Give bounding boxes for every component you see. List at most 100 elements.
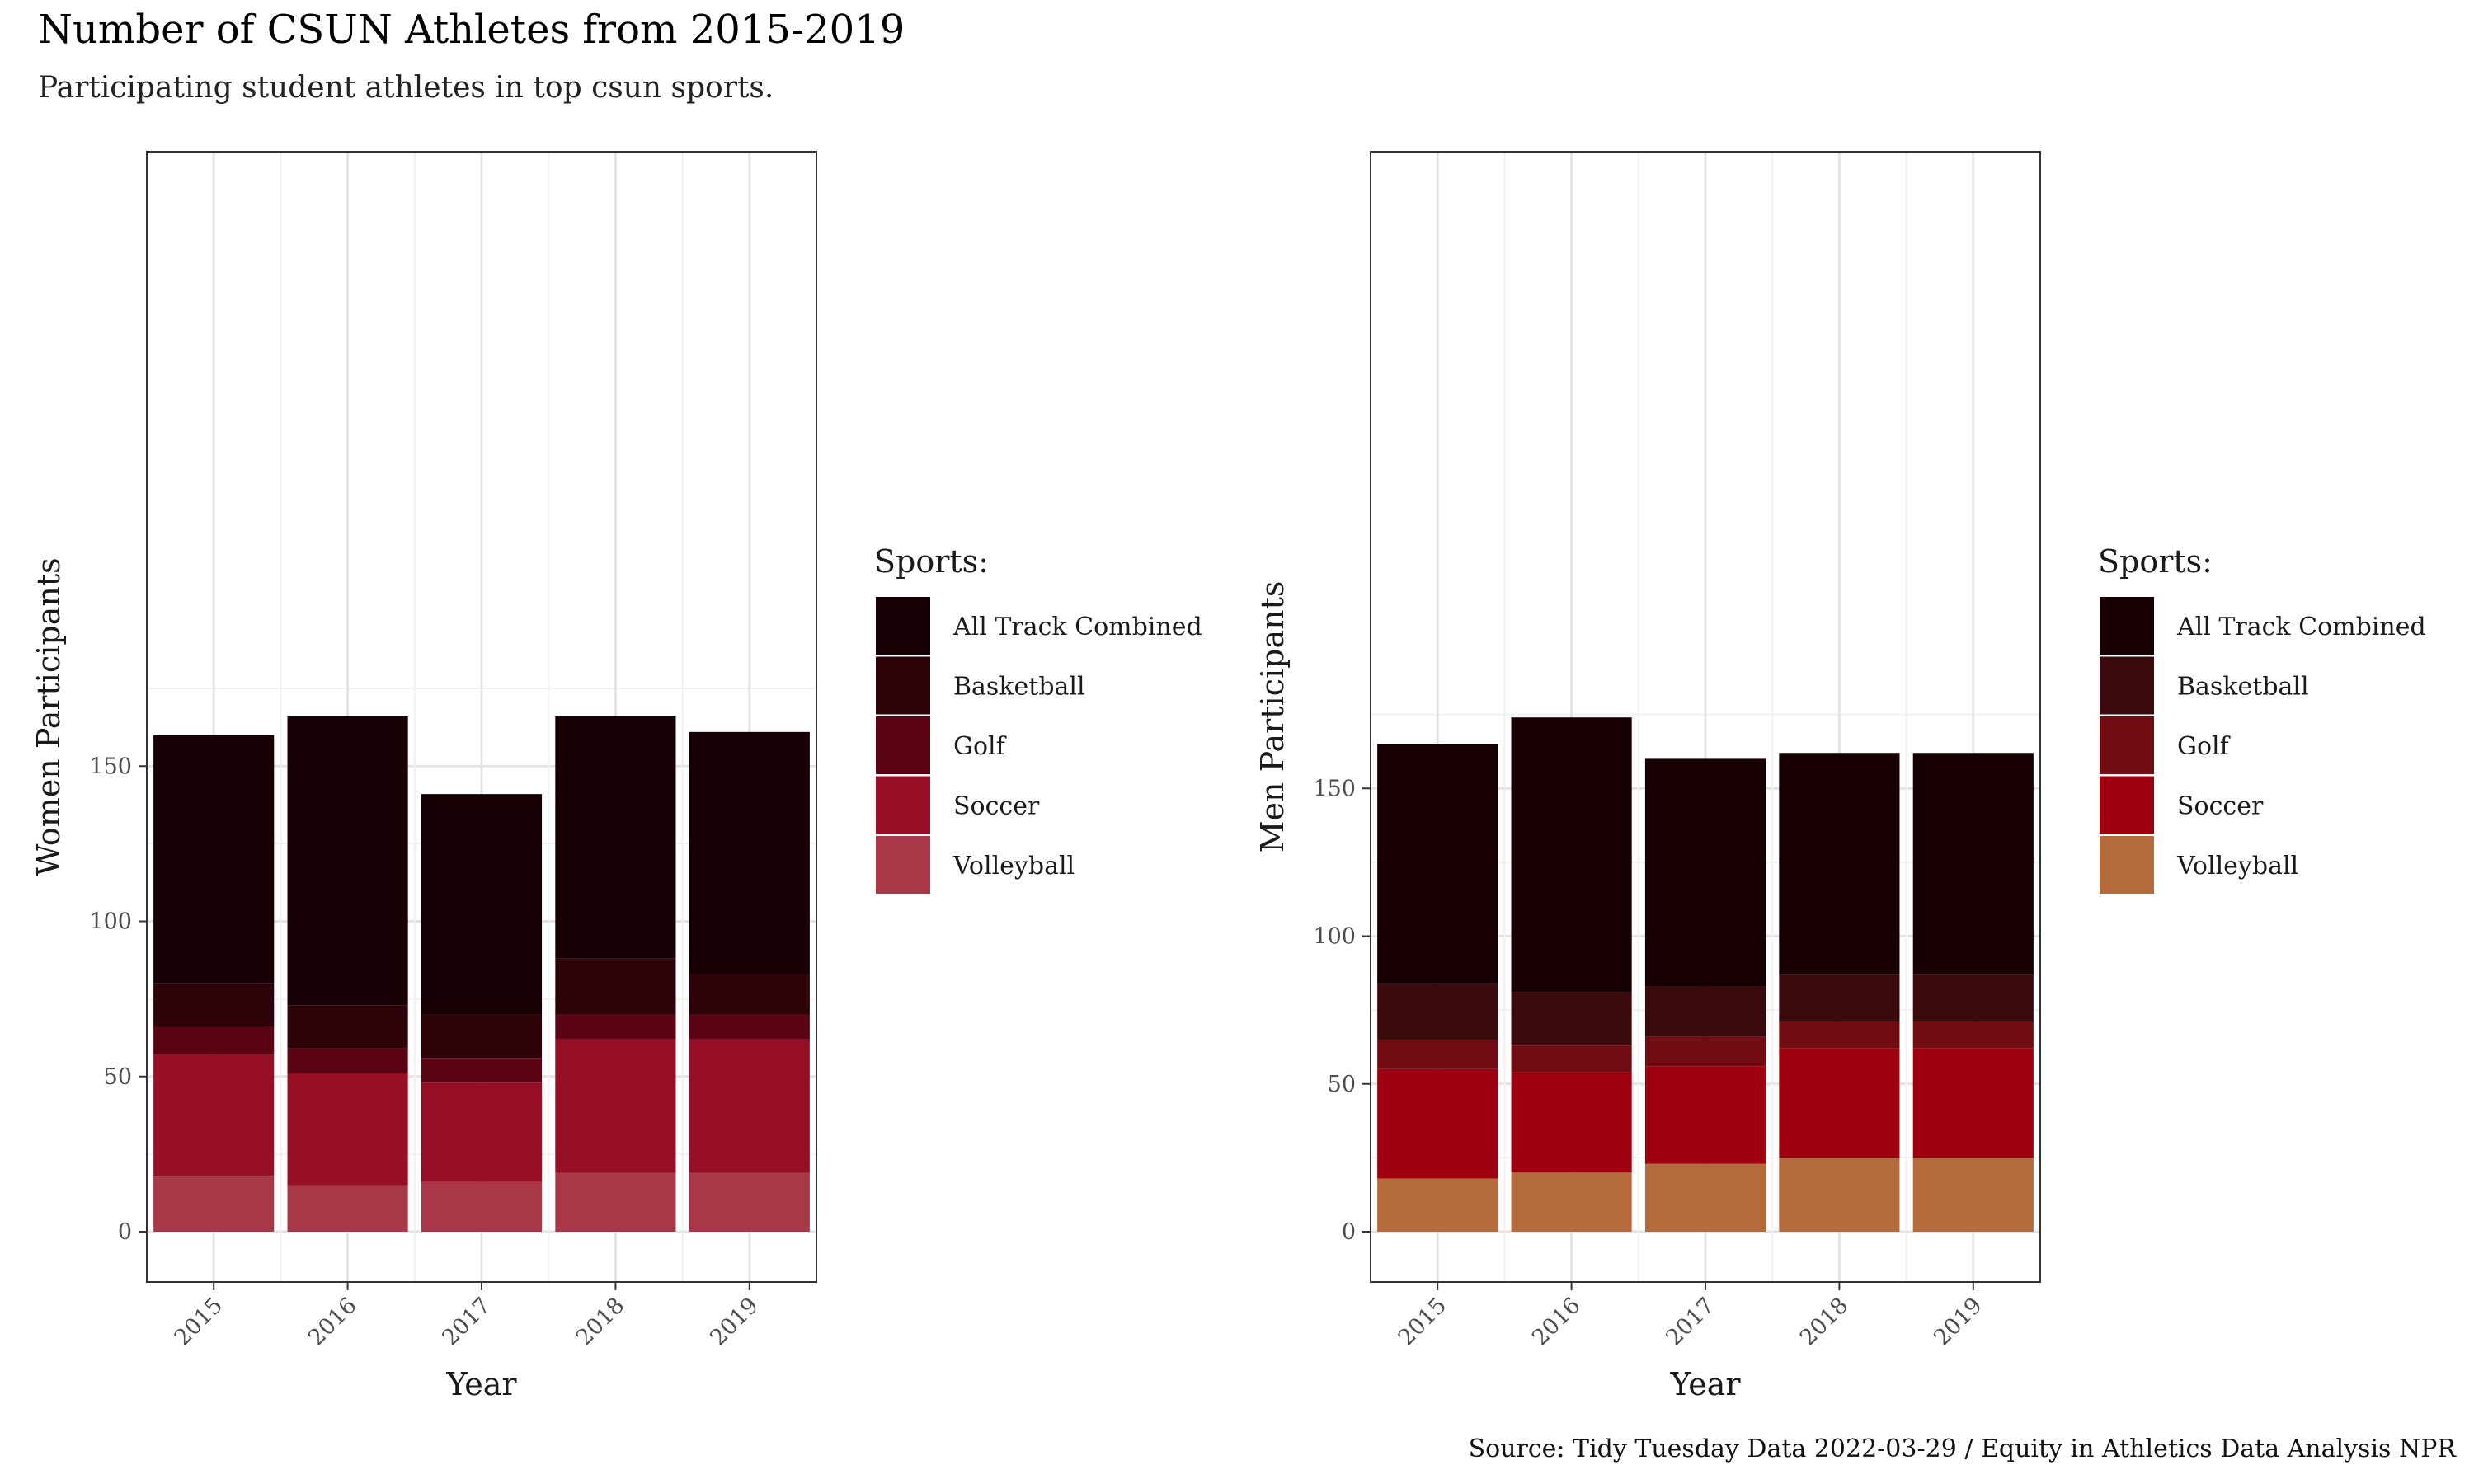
women-x-tick-label: 2017 xyxy=(437,1293,496,1351)
men-legend-swatch-soccer xyxy=(2100,776,2154,834)
women-legend-label-all-track-combined: All Track Combined xyxy=(952,613,1202,641)
men-bar-all-track-combined-2017 xyxy=(1644,758,1766,987)
women-bar-basketball-2016 xyxy=(287,1005,408,1049)
men-bar-golf-2018 xyxy=(1779,1021,1900,1049)
women-bar-soccer-2017 xyxy=(421,1082,543,1182)
men-x-axis-title: Year xyxy=(1669,1366,1741,1402)
men-legend-label-soccer: Soccer xyxy=(2177,792,2264,821)
women-y-tick-label: 0 xyxy=(118,1219,132,1245)
women-bar-all-track-combined-2015 xyxy=(153,735,275,984)
women-bar-soccer-2018 xyxy=(555,1039,676,1173)
men-chart-panel: 0 50 100 150 2015 2016 2017 2018 2019 Year Men Par… xyxy=(1254,151,2426,1402)
men-x-tick-label: 2018 xyxy=(1795,1293,1854,1351)
women-bar-basketball-2017 xyxy=(421,1014,543,1059)
men-bar-all-track-combined-2018 xyxy=(1779,753,1900,975)
men-legend-swatch-basketball xyxy=(2100,656,2154,715)
chart-subtitle: Participating student athletes in top cs… xyxy=(38,71,774,105)
women-y-tick-label: 150 xyxy=(89,754,132,779)
men-bar-soccer-2019 xyxy=(1912,1048,2034,1158)
men-bar-soccer-2016 xyxy=(1511,1072,1632,1173)
women-x-tick-label: 2018 xyxy=(571,1293,630,1351)
women-legend-label-volleyball: Volleyball xyxy=(952,852,1075,881)
men-legend-swatch-all-track-combined xyxy=(2100,597,2154,655)
women-y-tick-label: 100 xyxy=(89,909,132,935)
women-bar-all-track-combined-2018 xyxy=(555,716,676,959)
men-legend-label-basketball: Basketball xyxy=(2177,673,2309,702)
women-bar-soccer-2019 xyxy=(689,1039,810,1173)
women-bar-golf-2019 xyxy=(689,1014,810,1040)
men-bar-volleyball-2016 xyxy=(1511,1172,1632,1232)
men-bar-golf-2017 xyxy=(1644,1036,1766,1067)
women-y-axis-title: Women Participants xyxy=(31,557,67,876)
men-x-tick-label: 2017 xyxy=(1661,1293,1719,1351)
women-bars xyxy=(153,716,810,1232)
men-bar-golf-2019 xyxy=(1912,1021,2034,1049)
women-legend-label-soccer: Soccer xyxy=(953,792,1040,821)
women-x-axis-title: Year xyxy=(445,1366,517,1402)
men-legend-label-golf: Golf xyxy=(2177,732,2231,761)
women-bar-soccer-2016 xyxy=(287,1073,408,1186)
men-bars xyxy=(1377,717,2034,1232)
women-bar-volleyball-2018 xyxy=(555,1172,676,1232)
men-bar-volleyball-2015 xyxy=(1377,1178,1498,1232)
women-bar-basketball-2015 xyxy=(153,983,275,1027)
men-bar-golf-2015 xyxy=(1377,1039,1498,1069)
women-legend-title: Sports: xyxy=(874,543,989,580)
women-bar-golf-2017 xyxy=(421,1058,543,1083)
men-legend-label-all-track-combined: All Track Combined xyxy=(2176,613,2426,641)
men-x-tick-label: 2015 xyxy=(1394,1293,1452,1351)
men-bar-basketball-2017 xyxy=(1644,986,1766,1037)
men-legend: Sports: All Track Combined Basketball Golf S… xyxy=(2098,543,2426,894)
men-bar-basketball-2019 xyxy=(1912,974,2034,1022)
men-y-tick-label: 50 xyxy=(1328,1072,1356,1097)
men-bar-basketball-2018 xyxy=(1779,974,1900,1022)
women-legend-swatch-all-track-combined xyxy=(876,597,930,655)
men-bar-golf-2016 xyxy=(1511,1045,1632,1073)
women-x-tick-label: 2016 xyxy=(303,1293,362,1351)
women-bar-volleyball-2016 xyxy=(287,1185,408,1232)
women-bar-basketball-2019 xyxy=(689,974,810,1015)
women-bar-volleyball-2019 xyxy=(689,1172,810,1232)
men-bar-basketball-2016 xyxy=(1511,992,1632,1046)
women-bar-volleyball-2017 xyxy=(421,1181,543,1232)
men-y-axis-title: Men Participants xyxy=(1254,581,1291,853)
women-legend-swatch-soccer xyxy=(876,776,930,834)
women-x-tick-label: 2019 xyxy=(705,1293,764,1351)
men-bar-soccer-2017 xyxy=(1644,1066,1766,1164)
men-legend-label-volleyball: Volleyball xyxy=(2176,852,2298,881)
men-bar-soccer-2018 xyxy=(1779,1048,1900,1158)
men-y-tick-label: 0 xyxy=(1342,1219,1356,1245)
men-bar-basketball-2015 xyxy=(1377,983,1498,1040)
women-bar-golf-2018 xyxy=(555,1014,676,1040)
women-legend-label-golf: Golf xyxy=(953,732,1007,761)
men-x-tick-label: 2016 xyxy=(1527,1293,1586,1351)
women-legend-label-basketball: Basketball xyxy=(953,673,1085,702)
chart-title: Number of CSUN Athletes from 2015-2019 xyxy=(38,7,905,53)
women-bar-soccer-2015 xyxy=(153,1054,275,1176)
women-bar-basketball-2018 xyxy=(555,958,676,1015)
men-bar-volleyball-2019 xyxy=(1912,1158,2034,1232)
women-bar-all-track-combined-2017 xyxy=(421,794,543,1015)
men-legend-title: Sports: xyxy=(2098,543,2213,580)
men-x-tick-label: 2019 xyxy=(1929,1293,1987,1351)
men-y-tick-label: 100 xyxy=(1313,924,1356,950)
women-legend: Sports: All Track Combined Basketball Golf S… xyxy=(874,543,1202,894)
women-bar-all-track-combined-2019 xyxy=(689,731,810,974)
women-y-tick-label: 50 xyxy=(104,1064,132,1090)
men-bar-all-track-combined-2015 xyxy=(1377,744,1498,984)
women-x-tick-label: 2015 xyxy=(170,1293,228,1351)
women-bar-all-track-combined-2016 xyxy=(287,716,408,1006)
women-bar-golf-2016 xyxy=(287,1048,408,1073)
women-legend-swatch-volleyball xyxy=(876,836,930,894)
women-bar-golf-2015 xyxy=(153,1026,275,1055)
men-bar-all-track-combined-2016 xyxy=(1511,717,1632,993)
chart-caption: Source: Tidy Tuesday Data 2022-03-29 / E… xyxy=(1468,1435,2456,1463)
men-bar-soccer-2015 xyxy=(1377,1068,1498,1179)
women-legend-swatch-basketball xyxy=(876,656,930,715)
men-bar-all-track-combined-2019 xyxy=(1912,753,2034,975)
men-legend-swatch-golf xyxy=(2100,716,2154,774)
men-legend-swatch-volleyball xyxy=(2100,836,2154,894)
men-bar-volleyball-2017 xyxy=(1644,1163,1766,1232)
men-bar-volleyball-2018 xyxy=(1779,1158,1900,1232)
